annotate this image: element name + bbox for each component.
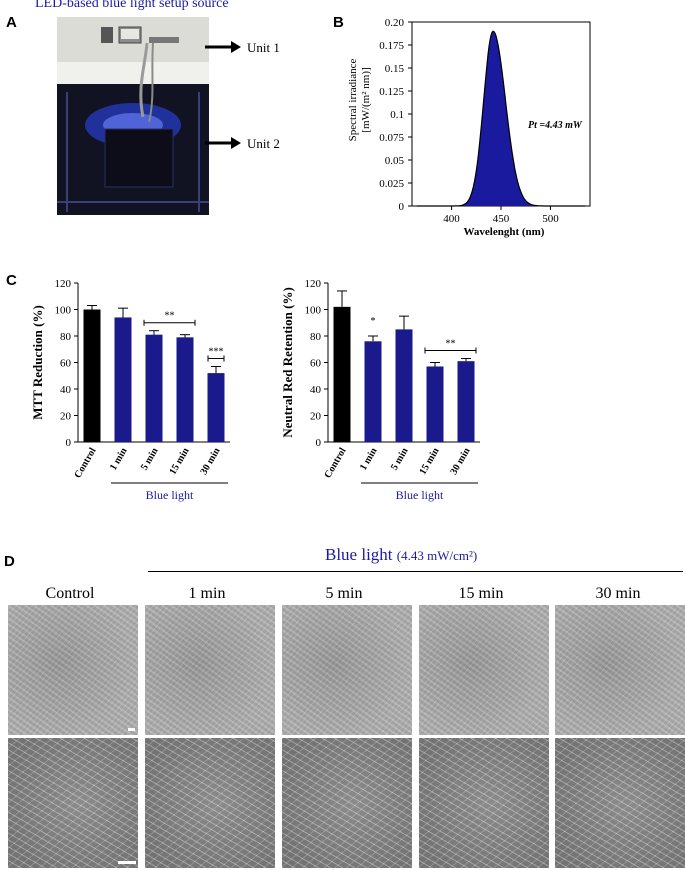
micrograph-30min-low-mag [555, 605, 685, 735]
micrograph-1min-low-mag [145, 605, 275, 735]
nr-group-label: Blue light [396, 488, 444, 502]
mtt-ytick-label: 100 [55, 305, 72, 317]
scale-bar [118, 861, 136, 864]
nr-category-label: 15 min [417, 446, 441, 477]
neutral-red-bar-chart: Neutral Red Retention (%) 0 20 40 60 80 100 120… [280, 278, 480, 502]
nr-ytick-label: 100 [305, 305, 322, 317]
nr-bar [457, 361, 475, 442]
nr-category-label: 30 min [448, 446, 472, 477]
micrograph-5min-low-mag [282, 605, 412, 735]
nr-sig-label: ** [446, 339, 456, 350]
nr-bar [395, 329, 413, 442]
spectrum-ytick-label: 0.05 [385, 155, 405, 167]
setup-photo-illustration [57, 17, 209, 215]
setup-title: LED-based blue light setup source [35, 0, 229, 11]
unit-2-label: Unit 2 [247, 136, 280, 151]
unit-arrows [205, 41, 241, 149]
spectrum-annotation: Pt =4.43 mW [528, 120, 583, 131]
micrograph-30min-high-mag [555, 738, 685, 868]
spectrum-ytick-label: 0.075 [379, 132, 404, 144]
mtt-ytick-label: 60 [60, 358, 72, 370]
panel-label-a: A [6, 14, 17, 31]
mtt-bar [176, 337, 194, 442]
panel-label-b: B [333, 14, 344, 31]
panel-label-c: C [6, 272, 17, 289]
mtt-bar [207, 373, 225, 442]
micrograph-5min-high-mag [282, 738, 412, 868]
mtt-category-label: 1 min [108, 446, 130, 473]
mtt-ytick-label: 80 [60, 331, 72, 343]
mtt-bar-chart: MTT Reduction (%) 0 20 40 60 80 100 120 Control 1… [30, 278, 230, 502]
nr-ytick-label: 20 [310, 411, 322, 423]
nr-bar [426, 366, 444, 442]
spectrum-ytick-label: 0.125 [379, 86, 404, 98]
mtt-ytick-label: 20 [60, 411, 72, 423]
mtt-ytick-label: 120 [55, 278, 72, 290]
column-head-1min: 1 min [188, 585, 226, 602]
nr-ytick-label: 80 [310, 331, 322, 343]
spectrum-ytick-label: 0 [399, 201, 405, 213]
spectrum-xtick-label: 450 [493, 213, 510, 225]
nr-category-label: Control [322, 446, 348, 480]
panel-label-d: D [4, 553, 15, 570]
micrograph-1min-high-mag [145, 738, 275, 868]
mtt-bar [145, 334, 163, 442]
spectrum-xlabel: Wavelenght (nm) [464, 226, 545, 238]
micrograph-control-low-mag [8, 605, 138, 735]
spectrum-ytick-label: 0.20 [385, 17, 405, 29]
nr-ytick-label: 0 [316, 437, 322, 449]
nr-bar [364, 341, 382, 442]
spectrum-ylabel-line2: [mW/(m² nm)] [360, 67, 372, 132]
nr-ytick-label: 120 [305, 278, 322, 290]
column-head-5min: 5 min [325, 585, 363, 602]
spectrum-ytick-label: 0.15 [385, 63, 405, 75]
mtt-sig-label: ** [165, 311, 175, 322]
setup-photo [57, 17, 209, 215]
nr-ytick-label: 40 [310, 384, 322, 396]
spectrum-line [416, 30, 586, 207]
micrograph-heading-dose: (4.43 mW/cm²) [396, 548, 478, 563]
mtt-category-label: 15 min [167, 446, 191, 477]
mtt-bar [83, 309, 101, 442]
mtt-ytick-label: 0 [66, 437, 72, 449]
spectrum-xtick-label: 500 [542, 213, 559, 225]
spectrum-xtick-label: 400 [443, 213, 460, 225]
mtt-group-label: Blue light [146, 488, 194, 502]
nr-ytick-label: 60 [310, 358, 322, 370]
column-head-15min: 15 min [458, 585, 504, 602]
spectrum-ytick-label: 0.175 [379, 40, 404, 52]
nr-sig-label: * [371, 316, 376, 327]
micrograph-15min-high-mag [419, 738, 549, 868]
spectrum-ylabel-line1: Spectral irradiance [347, 59, 359, 142]
micrograph-heading: Blue light (4.43 mW/cm²) [325, 545, 477, 565]
spectrum-plot-area: 0 0.025 0.05 0.075 0.1 0.125 0.15 0.175 0.20 400 4… [379, 17, 591, 225]
mtt-category-label: 5 min [139, 446, 161, 473]
mtt-bar [114, 317, 132, 442]
mtt-category-label: Control [72, 446, 98, 480]
scale-bar [128, 728, 135, 731]
micrograph-heading-main: Blue light [325, 545, 393, 564]
micrograph-15min-low-mag [419, 605, 549, 735]
spectrum-ytick-label: 0.025 [379, 178, 404, 190]
nr-category-label: 1 min [358, 446, 380, 473]
column-head-control: Control [45, 585, 95, 602]
column-head-30min: 30 min [595, 585, 641, 602]
mtt-category-label: 30 min [198, 446, 222, 477]
unit-1-label: Unit 1 [247, 40, 280, 55]
spectrum-area [416, 31, 586, 207]
micrograph-control-high-mag [8, 738, 138, 868]
nr-category-label: 5 min [389, 446, 411, 473]
spectrum-chart: Spectral irradiance [mW/(m² nm)] 00.0250… [347, 17, 591, 238]
micrograph-heading-rule [148, 571, 683, 572]
mtt-sig-label: *** [209, 346, 224, 357]
nr-bar [333, 306, 351, 442]
nr-ylabel: Neutral Red Retention (%) [280, 287, 295, 438]
mtt-ytick-label: 40 [60, 384, 72, 396]
spectrum-ytick-label: 0.1 [390, 109, 404, 121]
mtt-ylabel: MTT Reduction (%) [30, 305, 45, 420]
